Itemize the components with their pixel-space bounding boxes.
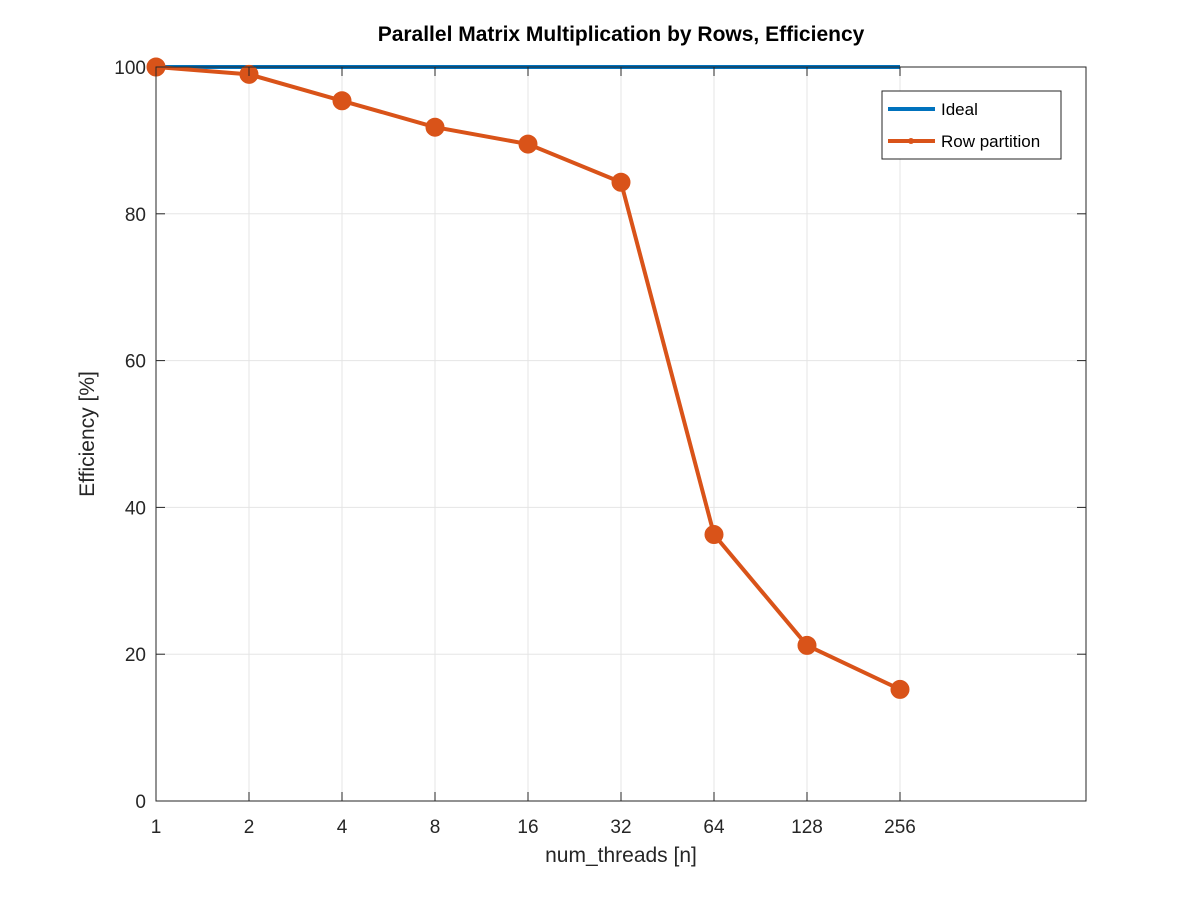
legend-box [881,90,1062,160]
data-point [704,525,724,545]
x-tick-label: 4 [337,817,348,838]
y-tick-label: 0 [135,792,146,813]
data-point [425,117,445,137]
x-tick-label: 8 [430,817,441,838]
axis-ticks [155,66,1086,802]
legend: Ideal Row partition [881,90,1062,160]
y-tick-label: 20 [125,645,146,666]
data-point [332,91,352,111]
y-tick-label: 100 [114,58,146,79]
y-tick-label: 40 [125,498,146,519]
x-tick-label: 16 [517,817,538,838]
legend-marker-row-partition [908,138,914,144]
legend-label-ideal: Ideal [941,100,978,119]
chart-title: Parallel Matrix Multiplication by Rows, … [378,23,865,46]
x-tick-label: 1 [151,817,162,838]
data-point [611,172,631,192]
data-point [518,134,538,154]
data-point [890,679,910,699]
x-tick-label: 128 [791,817,823,838]
data-point [797,635,817,655]
x-axis-title: num_threads [n] [545,844,697,867]
y-axis-title: Efficiency [%] [76,371,99,497]
tick-labels: 1 2 4 8 16 32 64 128 256 0 20 40 60 80 100 [114,58,916,838]
x-tick-label: 32 [610,817,631,838]
legend-label-row-partition: Row partition [941,132,1040,151]
x-tick-label: 256 [884,817,916,838]
y-tick-label: 80 [125,205,146,226]
x-tick-label: 64 [703,817,725,838]
y-tick-label: 60 [125,352,146,373]
x-tick-label: 2 [244,817,255,838]
